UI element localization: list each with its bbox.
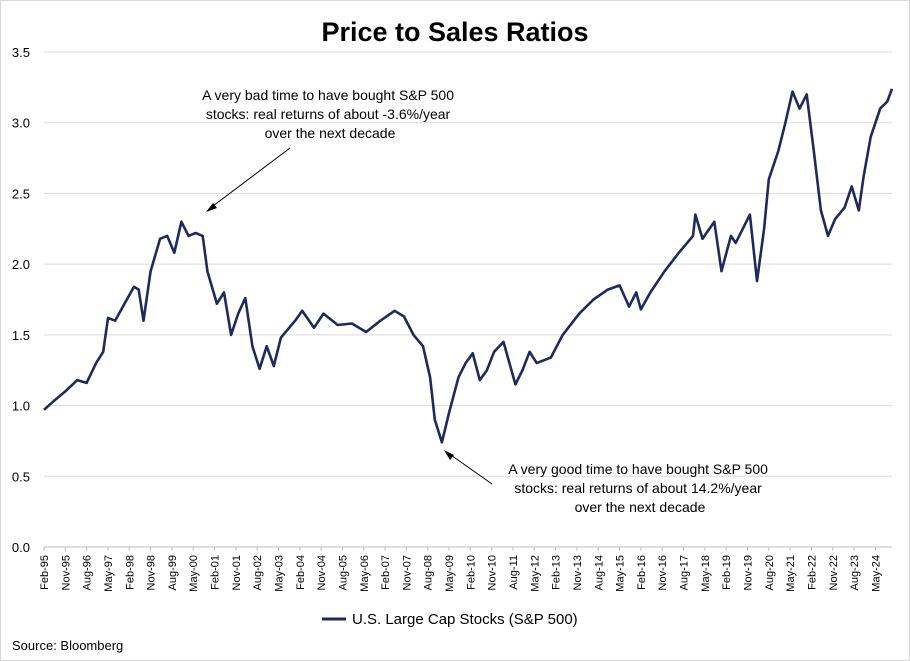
annotation-top-arrow [208,147,291,210]
x-tick-label: Nov-04 [316,555,328,590]
x-tick-label: Aug-99 [167,555,179,590]
x-tick-label: Nov-16 [657,555,669,590]
y-tick-label: 1.5 [12,328,30,343]
x-tick-label: May-18 [700,555,712,592]
x-tick-label: Aug-05 [337,555,349,590]
x-tick-label: Nov-22 [828,555,840,590]
annotation-bottom-line-3: over the next decade [575,499,706,515]
y-tick-label: 2.0 [12,257,30,272]
x-tick-label: May-24 [870,555,882,592]
x-tick-label: May-21 [785,555,797,592]
y-tick-label: 3.5 [12,45,30,60]
x-tick-label: Feb-07 [380,555,392,590]
gridlines [44,51,892,548]
x-tick-label: Nov-01 [231,555,243,590]
y-tick-label: 0.0 [12,540,30,555]
chart-title: Price to Sales Ratios [321,17,588,47]
x-axis-ticks: Feb-95 Nov-95 Aug-96 May-97 Feb-98 Nov-98 Aug-… [39,547,882,592]
annotation-bottom-arrow [447,452,493,485]
annotation-top: A very bad time to have bought S&P 500 s… [202,87,458,141]
x-tick-label: May-00 [188,555,200,592]
x-tick-label: Feb-95 [39,555,51,590]
annotation-top-line-3: over the next decade [265,125,396,141]
x-tick-label: May-12 [529,555,541,592]
x-tick-label: Nov-95 [60,555,72,590]
x-tick-label: Nov-98 [146,555,158,590]
x-tick-label: Feb-22 [806,555,818,590]
x-tick-label: May-97 [103,555,115,592]
x-tick-label: Aug-08 [423,555,435,590]
series-line-sp500 [43,88,894,444]
y-tick-label: 1.0 [12,399,30,414]
annotation-bottom-line-2: stocks: real returns of about 14.2%/year [514,480,762,496]
x-tick-label: May-06 [359,555,371,592]
x-tick-label: Aug-23 [849,555,861,590]
y-tick-label: 3.0 [12,116,30,131]
x-tick-label: Aug-96 [82,555,94,590]
x-tick-label: Aug-20 [764,555,776,590]
y-axis-ticks: 0.0 0.5 1.0 1.5 2.0 2.5 3.0 3.5 [12,45,30,555]
x-tick-label: May-09 [444,555,456,592]
x-tick-label: Nov-19 [743,555,755,590]
x-tick-label: May-15 [615,555,627,592]
x-tick-label: Feb-04 [295,555,307,590]
annotation-top-line-1: A very bad time to have bought S&P 500 [202,87,454,103]
annotation-top-line-2: stocks: real returns of about -3.6%/year [206,106,451,122]
x-tick-label: Feb-16 [636,555,648,590]
x-tick-label: Nov-07 [401,555,413,590]
x-tick-label: Feb-19 [721,555,733,590]
x-tick-label: Feb-13 [551,555,563,590]
y-tick-label: 2.5 [12,186,30,201]
annotation-top-arrowhead [206,203,217,212]
x-tick-label: May-03 [274,555,286,592]
x-tick-label: Feb-98 [124,555,136,590]
source-note: Source: Bloomberg [12,638,123,653]
annotation-bottom-arrowhead [444,450,454,460]
y-tick-label: 0.5 [12,469,30,484]
x-tick-label: Aug-14 [593,555,605,590]
x-tick-label: Aug-11 [508,555,520,590]
x-tick-label: Aug-02 [252,555,264,590]
x-tick-label: Feb-01 [210,555,222,590]
x-tick-label: Nov-13 [572,555,584,590]
annotation-bottom-line-1: A very good time to have bought S&P 500 [508,461,768,477]
legend-label: U.S. Large Cap Stocks (S&P 500) [352,611,578,628]
annotation-bottom: A very good time to have bought S&P 500 … [508,461,772,515]
x-tick-label: Nov-10 [487,555,499,590]
x-tick-label: Feb-10 [465,555,477,590]
x-tick-label: Aug-17 [679,555,691,590]
